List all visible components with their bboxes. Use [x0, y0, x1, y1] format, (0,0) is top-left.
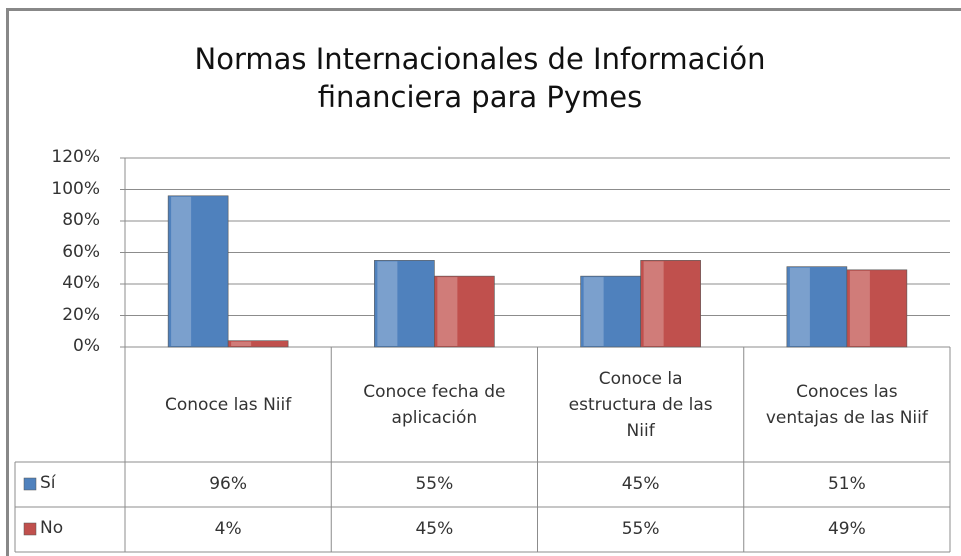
- bar-highlight: [171, 196, 192, 346]
- bar-highlight: [231, 341, 252, 346]
- bar: [580, 275, 641, 348]
- bar-highlight: [849, 270, 870, 346]
- bar: [167, 195, 229, 348]
- y-tick-label: 0%: [73, 336, 100, 356]
- table-cell: 45%: [621, 474, 660, 494]
- bar: [374, 260, 435, 348]
- x-tick-label: Conoces las ventajas de las Niif: [765, 381, 928, 428]
- legend-label: Sí: [40, 473, 56, 493]
- bar: [786, 266, 848, 348]
- legend-label: No: [40, 518, 64, 538]
- x-tick-label: Conoce fecha de aplicación: [363, 381, 506, 428]
- y-tick-label: 20%: [62, 304, 100, 325]
- chart-frame: [6, 8, 961, 556]
- table-cell: 4%: [214, 519, 242, 539]
- table-cell: 49%: [827, 519, 866, 539]
- table-cell: 45%: [415, 519, 454, 539]
- bar-highlight: [583, 277, 604, 346]
- bar-highlight: [437, 277, 458, 346]
- x-tick-label: Conoce la estructura de las Niif: [568, 368, 713, 441]
- bar: [227, 340, 289, 348]
- legend-key: [23, 522, 37, 536]
- table-cell: 96%: [209, 474, 248, 494]
- bar: [846, 269, 908, 348]
- y-tick-label: 40%: [62, 273, 100, 293]
- bar: [640, 260, 701, 348]
- x-tick-label: Conoce las Niif: [165, 394, 292, 415]
- table-cell: 55%: [621, 519, 660, 539]
- bar-highlight: [643, 261, 664, 346]
- bar-highlight: [377, 261, 398, 346]
- chart-title: Normas Internacionales de Información fi…: [194, 42, 766, 114]
- bar-highlight: [789, 267, 810, 346]
- bar: [434, 275, 495, 348]
- y-tick-label: 60%: [62, 241, 100, 262]
- table-cell: 55%: [415, 474, 454, 494]
- y-tick-label: 120%: [51, 147, 100, 167]
- legend-key: [23, 477, 37, 491]
- table-cell: 51%: [827, 474, 866, 494]
- y-tick-label: 80%: [62, 210, 100, 230]
- y-tick-label: 100%: [51, 178, 100, 199]
